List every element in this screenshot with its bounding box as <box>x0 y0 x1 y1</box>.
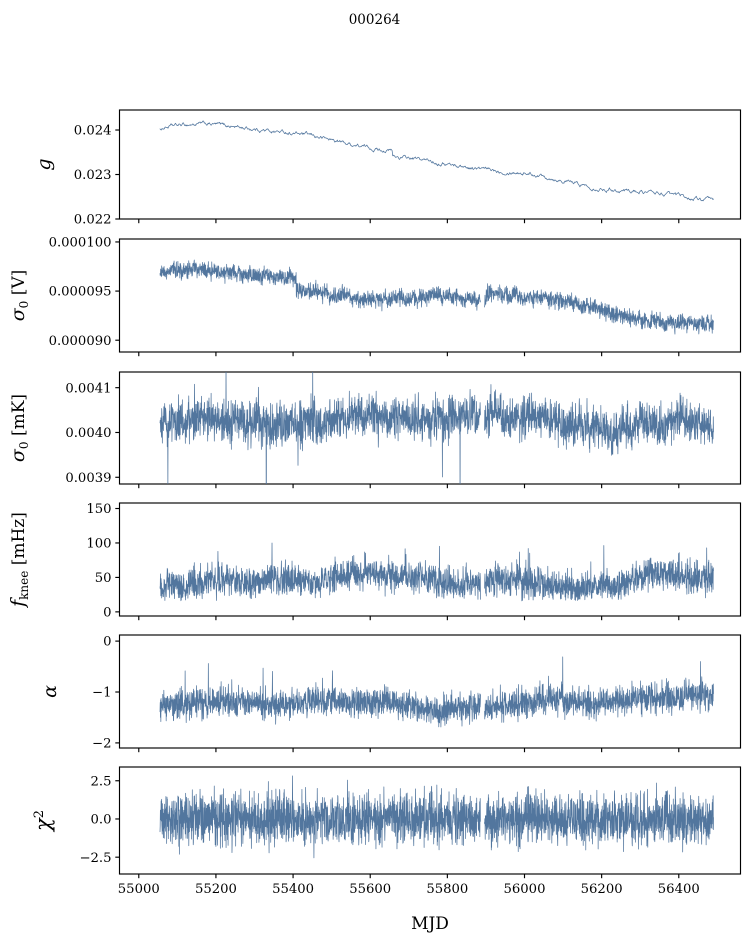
panel-gain: 0.022 0.023 0.024 g <box>33 109 742 228</box>
panels-group: 0.0220.0230.024g0.0000900.0000950.000100… <box>7 109 742 897</box>
panel-sigma0_mk: 0.0039 0.0040 0.0041 σ0 [mK] <box>7 371 742 489</box>
y-tick-label: −2 <box>92 737 111 752</box>
y-tick-label: 0.022 <box>74 213 112 228</box>
y-tick-label: 0.0 <box>91 813 112 828</box>
panel-sigma0_volts: 0.000090 0.000095 0.000100 σ0 [V] <box>7 236 742 357</box>
y-tick-label: 100 <box>86 537 111 552</box>
panel-frame <box>118 766 742 875</box>
y-tick-label: 50 <box>95 571 112 586</box>
y-tick-label: 150 <box>86 502 111 517</box>
series-line-sigma0_volts <box>159 259 714 335</box>
y-axis-label-alpha: α <box>39 685 61 698</box>
series-line-alpha <box>159 656 714 728</box>
y-tick-label: 0.023 <box>74 168 112 183</box>
panel-frame <box>118 371 742 485</box>
panel-alpha: −2 −1 0 α <box>39 634 742 753</box>
x-axis-label: MJD <box>411 914 449 934</box>
y-axis-label-sigma0_mk: σ0 [mK] <box>7 394 31 462</box>
panel-frame <box>118 502 742 617</box>
y-tick-label: 0.000090 <box>49 334 112 349</box>
x-tick-label: 55400 <box>272 882 314 897</box>
y-tick-label: 0.0041 <box>65 381 111 396</box>
x-tick-label: 56400 <box>658 882 700 897</box>
series-line-f_knee <box>159 542 714 602</box>
y-tick-label: −1 <box>92 686 111 701</box>
x-tick-label: 55000 <box>118 882 160 897</box>
y-axis-label-sigma0_volts: σ0 [V] <box>7 270 31 322</box>
y-tick-label: 0 <box>103 605 111 620</box>
y-tick-label: 2.5 <box>91 774 112 789</box>
series-line-gain <box>159 120 714 202</box>
y-tick-label: 0.0040 <box>65 426 111 441</box>
y-tick-label: 0 <box>103 635 111 650</box>
x-tick-label: 55600 <box>349 882 391 897</box>
figure-title: 000264 <box>349 12 401 28</box>
y-tick-label: −2.5 <box>79 851 111 866</box>
y-tick-label: 0.000095 <box>49 285 112 300</box>
x-tick-label: 55800 <box>426 882 468 897</box>
series-line-sigma0_mk <box>159 372 714 484</box>
y-axis-label-f_knee: fknee [mHz] <box>7 512 31 609</box>
panel-chi2: −2.5 0.0 2.5 55000 55200 55400 55600 55800 56000… <box>31 766 742 897</box>
panel-f_knee: 0 50 100 150 fknee [mHz] <box>7 502 742 620</box>
y-tick-label: 0.024 <box>74 124 112 139</box>
x-tick-label: 55200 <box>195 882 237 897</box>
y-tick-label: 0.000100 <box>49 236 112 251</box>
series-line-chi2 <box>159 775 714 859</box>
x-tick-label: 56000 <box>504 882 546 897</box>
panel-frame <box>118 109 742 220</box>
panel-frame <box>118 238 742 353</box>
y-axis-label-gain: g <box>33 158 55 170</box>
y-axis-label-chi2: χ2 <box>31 810 55 833</box>
y-tick-label: 0.0039 <box>65 471 111 486</box>
x-tick-label: 56200 <box>581 882 623 897</box>
